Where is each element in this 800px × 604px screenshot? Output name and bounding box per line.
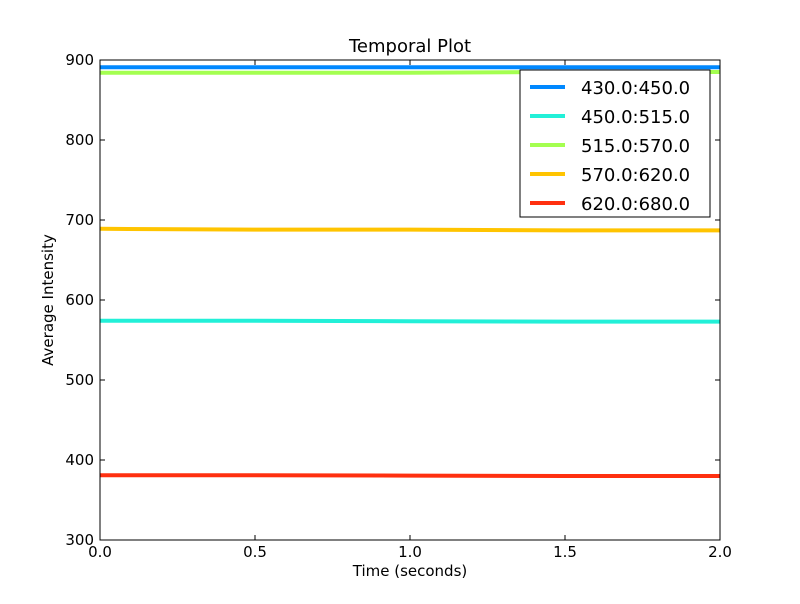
x-tick-label: 1.5 [553,543,577,561]
series-line-1 [100,318,720,324]
x-axis-label: Time (seconds) [352,562,468,580]
series-line-4 [100,473,720,478]
y-axis-label: Average Intensity [39,234,57,366]
x-tick-label: 0.5 [243,543,267,561]
y-tick-label: 900 [65,51,94,69]
x-tick-label: 0.0 [88,543,112,561]
y-tick-label: 400 [65,451,94,469]
y-tick-label: 500 [65,371,94,389]
legend-label-1: 450.0:515.0 [581,107,690,128]
legend-label-3: 570.0:620.0 [581,165,690,186]
y-tick-label: 600 [65,291,94,309]
y-tick-label: 300 [65,531,94,549]
ticks-layer: 0.0 0.5 1.0 1.5 2.0 300 400 500 600 700 800 900 [65,51,732,561]
chart-title: Temporal Plot [348,36,471,57]
legend: 430.0:450.0 450.0:515.0 515.0:570.0 570.0:6… [519,69,711,218]
y-tick-label: 800 [65,131,94,149]
series-line-3 [99,226,720,233]
series-layer [99,65,720,478]
legend-label-4: 620.0:680.0 [581,194,690,215]
x-tick-label: 1.0 [398,543,422,561]
x-tick-label: 2.0 [708,543,732,561]
legend-label-2: 515.0:570.0 [581,136,690,157]
legend-label-0: 430.0:450.0 [581,78,690,99]
y-tick-label: 700 [65,211,94,229]
